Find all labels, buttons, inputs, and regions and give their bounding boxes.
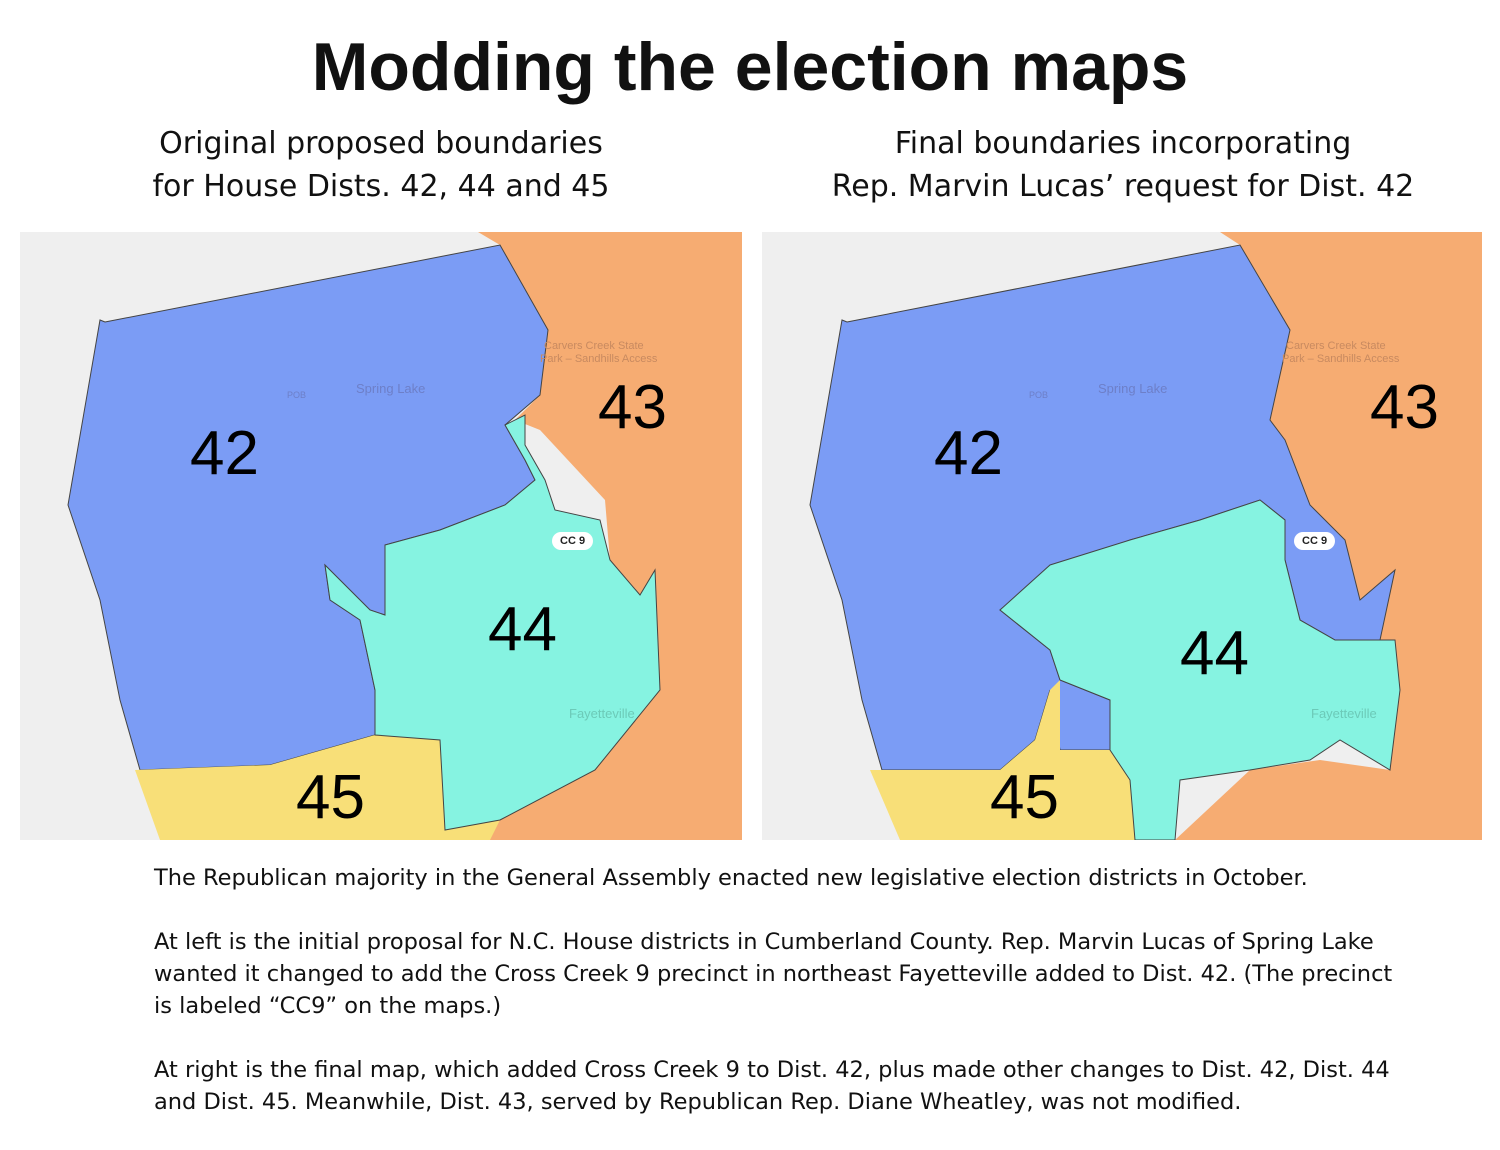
district-45-area (870, 680, 1135, 840)
explanatory-notes: The Republican majority in the General A… (154, 862, 1414, 1150)
original-boundaries-map: Carvers Creek State Park – Sandhills Acc… (20, 232, 742, 840)
district-43-label: 43 (1370, 373, 1439, 442)
airport-label: POB (287, 390, 307, 400)
note-paragraph: At right is the final map, which added C… (154, 1057, 1390, 1115)
fayetteville-label: Fayetteville (1311, 706, 1377, 721)
right-map-subtitle: Final boundaries incorporating Rep. Marvi… (762, 122, 1484, 208)
left-map-subtitle: Original proposed boundaries for House Di… (20, 122, 742, 208)
spring-lake-label: Spring Lake (1098, 381, 1168, 396)
district-42-label: 42 (190, 419, 259, 488)
note-paragraph: The Republican majority in the General A… (154, 865, 1308, 891)
subtitle-line: Original proposed boundaries (159, 126, 603, 161)
district-43-label: 43 (598, 373, 667, 442)
fayetteville-label: Fayetteville (569, 706, 635, 721)
district-44-area (324, 414, 661, 831)
subtitle-line: Rep. Marvin Lucas’ request for Dist. 42 (831, 169, 1415, 204)
district-44-area (999, 499, 1401, 840)
subtitle-line: Final boundaries incorporating (894, 126, 1352, 161)
district-43-area (445, 232, 742, 840)
district-45-label: 45 (990, 763, 1059, 832)
district-45-area (135, 735, 500, 840)
final-boundaries-map: Carvers Creek State Park – Sandhills Acc… (762, 232, 1484, 840)
spring-lake-label: Spring Lake (356, 381, 426, 396)
park-label: Park – Sandhills Access (540, 353, 658, 365)
district-44-label: 44 (488, 595, 557, 664)
cc9-precinct-label: CC 9 (1294, 532, 1336, 550)
park-label: Carvers Creek State (1286, 340, 1386, 352)
district-42-label: 42 (934, 419, 1003, 488)
district-43-area (1175, 232, 1482, 840)
note-paragraph: At left is the initial proposal for N.C.… (154, 929, 1393, 1019)
airport-label: POB (1029, 390, 1049, 400)
cc9-precinct-label: CC 9 (552, 532, 594, 550)
page-title: Modding the election maps (311, 29, 1189, 105)
park-label: Carvers Creek State (544, 340, 644, 352)
district-45-label: 45 (296, 763, 365, 832)
park-label: Park – Sandhills Access (1282, 353, 1400, 365)
subtitle-line: for House Dists. 42, 44 and 45 (152, 169, 610, 204)
district-44-label: 44 (1180, 619, 1249, 688)
